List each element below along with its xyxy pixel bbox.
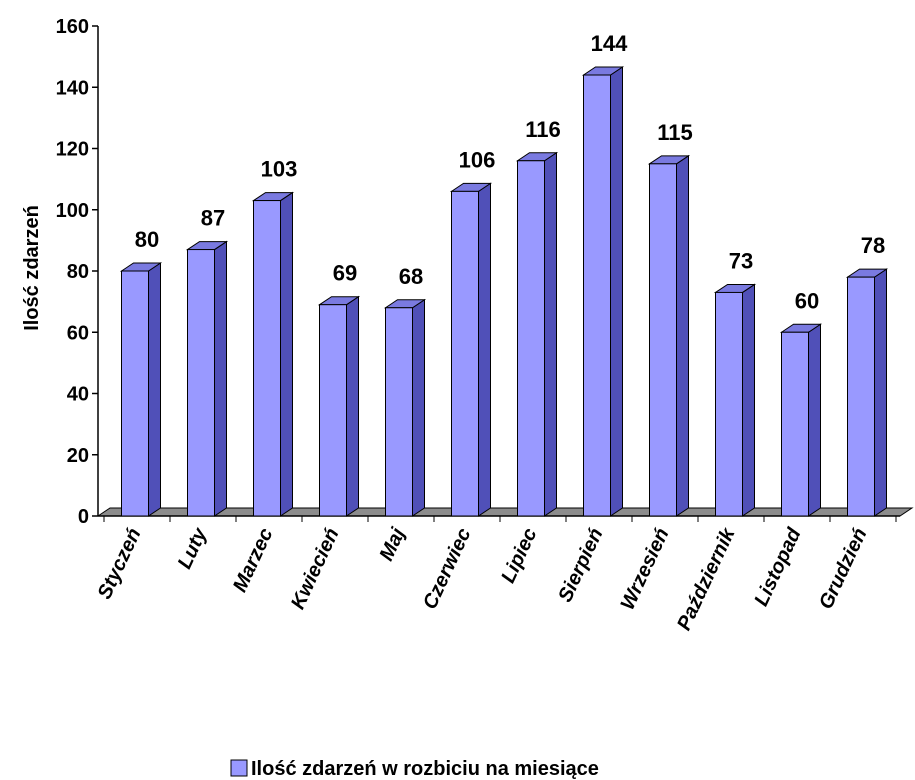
y-tick-label: 100 — [56, 200, 89, 222]
bar-front — [385, 307, 413, 517]
x-tick-label: Październik — [673, 524, 740, 634]
bar-3 — [251, 191, 295, 517]
legend: Ilość zdarzeń w rozbiciu na miesiące — [230, 758, 599, 780]
bar-11 — [779, 323, 823, 517]
bar-front — [715, 291, 743, 517]
bar-side — [544, 151, 557, 517]
y-tick-label: 0 — [78, 506, 89, 528]
bar-9 — [647, 154, 691, 517]
bar-front — [451, 190, 479, 517]
x-tick-label: Kwiecień — [287, 525, 344, 613]
y-axis-label: Ilość zdarzeń — [21, 205, 43, 331]
bar-5 — [383, 298, 427, 517]
bar-2 — [185, 240, 229, 517]
legend-label: Ilość zdarzeń w rozbiciu na miesiące — [251, 758, 599, 780]
data-label: 87 — [201, 206, 225, 231]
y-tick-label: 160 — [56, 16, 89, 38]
x-tick-label: Listopad — [750, 524, 805, 610]
bar-side — [478, 182, 491, 517]
y-tick-label: 80 — [67, 261, 89, 283]
data-label: 103 — [261, 157, 298, 182]
bar-front — [781, 331, 809, 517]
bar-front — [319, 304, 347, 517]
x-tick-label: Grudzień — [815, 525, 872, 613]
bar-side — [148, 262, 161, 517]
bar-front — [187, 249, 215, 517]
data-label: 115 — [657, 120, 693, 145]
x-tick-label: Luty — [174, 524, 212, 572]
x-tick-label: Czerwiec — [419, 525, 476, 613]
bar-6 — [449, 182, 493, 517]
data-label: 73 — [729, 248, 753, 273]
x-tick-label: Styczeń — [94, 525, 146, 603]
bar-front — [583, 74, 611, 517]
y-tick-label: 60 — [67, 322, 89, 344]
bar-side — [808, 323, 821, 517]
y-tick-label: 140 — [56, 77, 89, 99]
bar-4 — [317, 295, 361, 517]
x-tick-label: Marzec — [229, 525, 278, 596]
legend-swatch — [230, 759, 248, 777]
x-tick-label: Maj — [376, 524, 410, 564]
bar-front — [253, 200, 281, 517]
data-label: 144 — [591, 31, 628, 56]
bar-8 — [581, 66, 625, 517]
bar-10 — [713, 283, 757, 517]
bar-side — [214, 240, 227, 517]
bar-front — [121, 270, 149, 517]
data-label: 80 — [135, 227, 159, 252]
bar-side — [346, 295, 359, 517]
data-label: 106 — [459, 147, 496, 172]
data-label: 116 — [525, 117, 561, 142]
data-label: 69 — [333, 261, 357, 286]
data-label: 78 — [861, 233, 885, 258]
bar-side — [280, 191, 293, 517]
x-tick-label: Lipiec — [497, 525, 541, 587]
y-tick-label: 40 — [67, 384, 89, 406]
y-tick-label: 120 — [56, 139, 89, 161]
bar-side — [874, 268, 887, 517]
bar-12 — [845, 268, 889, 517]
y-tick-label: 20 — [67, 445, 89, 467]
bar-side — [412, 298, 425, 517]
bar-1 — [119, 262, 163, 517]
x-tick-label: Wrzesień — [617, 525, 674, 614]
data-label: 60 — [795, 288, 819, 313]
bar-front — [649, 163, 677, 517]
bar-side — [610, 66, 623, 517]
bar-7 — [515, 151, 559, 517]
bar-front — [847, 276, 875, 517]
data-label: 68 — [399, 264, 423, 289]
bar-side — [742, 283, 755, 517]
x-tick-label: Sierpień — [554, 525, 607, 606]
bar-front — [517, 160, 545, 517]
bar-side — [676, 154, 689, 517]
